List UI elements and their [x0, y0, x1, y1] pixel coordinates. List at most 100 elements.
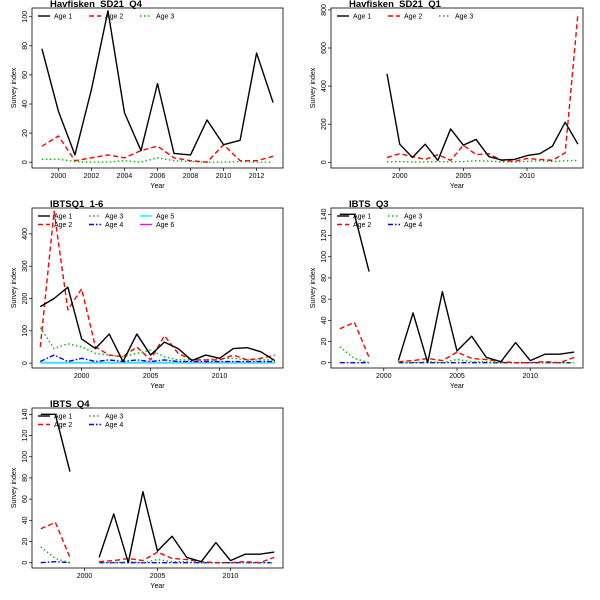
legend-entry: Age 5: [156, 214, 174, 221]
y-tick-label: 80: [321, 274, 328, 282]
legend-entry: Age 4: [404, 222, 422, 229]
y-tick-label: 120: [22, 430, 29, 442]
series-line-age-4: [39, 354, 275, 363]
y-tick-label: 140: [22, 408, 29, 420]
y-tick-label: 120: [321, 230, 328, 242]
x-tick-label: 2002: [84, 173, 100, 180]
y-tick-label: 20: [321, 338, 328, 346]
legend-entry: Age 1: [353, 214, 371, 221]
y-tick-label: 0: [22, 361, 29, 365]
legend-entry: Age 2: [353, 222, 371, 229]
x-tick-label: 2010: [522, 373, 538, 380]
legend-entry: Age 4: [105, 222, 123, 229]
y-tick-label: 40: [22, 100, 29, 108]
legend-entry: Age 2: [105, 14, 123, 21]
plot-frame: [330, 207, 584, 369]
x-tick-label: 2000: [376, 373, 392, 380]
legend-entry: Age 3: [156, 14, 174, 21]
x-tick-label: 2000: [77, 573, 93, 580]
y-axis-label: Survey index: [11, 67, 18, 108]
series-group: [339, 213, 575, 364]
series-line-age-3: [41, 157, 274, 163]
y-tick-label: 400: [22, 228, 29, 240]
legend-entry: Age 1: [54, 414, 72, 421]
x-tick-label: 2000: [392, 173, 408, 180]
legend-entry: Age 1: [54, 214, 72, 221]
plot-frame: [330, 7, 584, 169]
x-tick-label: 2005: [449, 373, 465, 380]
x-tick-label: 2010: [223, 573, 239, 580]
x-tick-label: 2010: [519, 173, 535, 180]
series-line-age-2: [39, 210, 275, 361]
legend: Age 1 Age 2 Age 3: [38, 14, 174, 21]
legend-entry: Age 1: [353, 14, 371, 21]
y-tick-label: 20: [22, 129, 29, 137]
y-tick-label: 0: [22, 160, 29, 164]
y-tick-label: 40: [321, 316, 328, 324]
series-line-age-2: [40, 521, 275, 564]
y-axis-label: Survey index: [310, 267, 317, 308]
y-tick-label: 40: [22, 516, 29, 524]
y-tick-label: 100: [22, 451, 29, 463]
y-tick-label: 60: [321, 295, 328, 303]
y-tick-label: 80: [22, 474, 29, 482]
series-group: [39, 210, 276, 364]
plot-frame: [31, 207, 284, 369]
series-line-age-2: [339, 321, 575, 364]
legend-entry: Age 3: [105, 414, 123, 421]
x-tick-label: 2012: [249, 173, 265, 180]
y-axis-label: Survey index: [11, 467, 18, 508]
y-tick-label: 400: [321, 80, 328, 92]
x-axis-label: Year: [450, 383, 465, 390]
y-tick-label: 300: [22, 260, 29, 272]
x-axis-label: Year: [150, 383, 165, 390]
series-line-age-1: [39, 286, 276, 363]
series-line-age-3: [39, 327, 275, 361]
y-tick-label: 200: [22, 293, 29, 305]
y-axis-label: Survey index: [310, 67, 317, 108]
y-tick-label: 140: [321, 208, 328, 220]
y-tick-label: 600: [321, 42, 328, 54]
chart-panel-2: Havfisken_SD21_Q1 2000 2005 2010 0 200 400 600 8…: [310, 0, 584, 190]
x-tick-label: 2008: [183, 173, 199, 180]
plot-frame: [31, 407, 284, 569]
y-tick-label: 60: [22, 71, 29, 79]
series-group: [386, 13, 579, 163]
y-tick-label: 0: [22, 561, 29, 565]
y-tick-label: 200: [321, 118, 328, 130]
plot-frame: [31, 7, 284, 169]
chart-title: IBTS_Q3: [349, 199, 389, 210]
series-line-age-1: [40, 413, 275, 564]
x-tick-label: 2010: [216, 173, 232, 180]
x-tick-label: 2004: [117, 173, 133, 180]
y-tick-label: 0: [321, 160, 328, 164]
legend-entry: Age 6: [156, 222, 174, 229]
x-axis-label: Year: [450, 183, 465, 190]
legend-entry: Age 2: [54, 222, 72, 229]
legend-entry: Age 3: [105, 214, 123, 221]
y-tick-label: 60: [22, 495, 29, 503]
chart-title: IBTSQ1_1-6: [50, 199, 103, 210]
y-tick-label: 100: [22, 11, 29, 23]
legend-entry: Age 2: [404, 14, 422, 21]
chart-panel-4: IBTS_Q3 2000 2005 2010 0 20 40 60 80 100 120 140 Yea…: [310, 199, 584, 390]
series-line-age-1: [339, 213, 575, 364]
x-axis-label: Year: [150, 183, 165, 190]
series-line-age-1: [386, 73, 579, 162]
chart-title: IBTS_Q4: [50, 399, 90, 410]
y-tick-label: 100: [22, 325, 29, 337]
series-group: [41, 10, 274, 163]
series-line-age-1: [41, 10, 274, 156]
y-tick-label: 0: [321, 361, 328, 365]
legend-entry: Age 3: [455, 14, 473, 21]
legend-entry: Age 4: [105, 422, 123, 429]
y-tick-label: 800: [321, 4, 328, 16]
y-axis-label: Survey index: [11, 267, 18, 308]
legend-entry: Age 2: [54, 422, 72, 429]
chart-title: Havfisken_SD21_Q4: [50, 0, 143, 10]
